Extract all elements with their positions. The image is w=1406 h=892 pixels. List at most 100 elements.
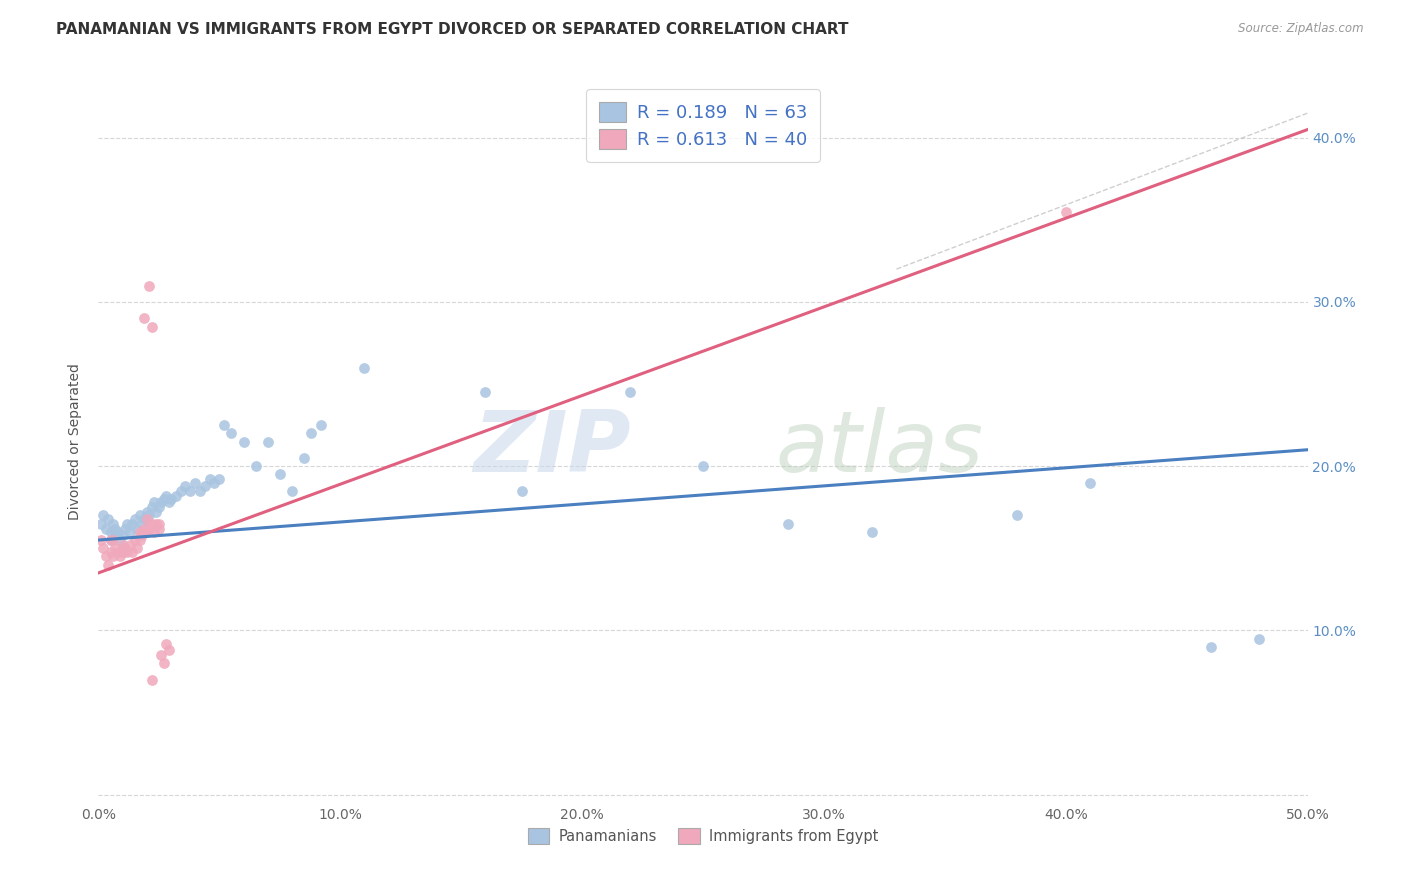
Y-axis label: Divorced or Separated: Divorced or Separated: [69, 363, 83, 520]
Point: [776, 516, 799, 531]
Point: [101, 533, 124, 547]
Point: [124, 512, 146, 526]
Point: [143, 495, 166, 509]
Point: [165, 489, 187, 503]
Point: [94, 549, 117, 564]
Point: [124, 533, 146, 547]
Point: [90, 516, 112, 531]
Point: [184, 475, 207, 490]
Point: [860, 524, 883, 539]
Point: [145, 505, 167, 519]
Point: [131, 528, 153, 542]
Point: [148, 500, 170, 515]
Point: [114, 522, 136, 536]
Point: [150, 495, 173, 509]
Legend: Panamanians, Immigrants from Egypt: Panamanians, Immigrants from Egypt: [522, 822, 884, 850]
Point: [619, 385, 641, 400]
Point: [108, 533, 131, 547]
Point: [309, 418, 332, 433]
Point: [134, 522, 156, 536]
Point: [150, 648, 173, 662]
Point: [1199, 640, 1222, 654]
Point: [135, 524, 157, 539]
Point: [292, 450, 315, 465]
Point: [128, 508, 150, 523]
Point: [179, 483, 201, 498]
Point: [174, 479, 197, 493]
Point: [1078, 475, 1101, 490]
Point: [111, 538, 134, 552]
Point: [281, 483, 304, 498]
Point: [138, 278, 160, 293]
Point: [256, 434, 278, 449]
Point: [155, 636, 177, 650]
Point: [474, 385, 496, 400]
Point: [131, 516, 153, 531]
Point: [198, 472, 221, 486]
Point: [157, 495, 180, 509]
Point: [232, 434, 254, 449]
Point: [194, 479, 217, 493]
Point: [160, 491, 183, 506]
Point: [138, 508, 160, 523]
Point: [128, 524, 150, 539]
Point: [100, 533, 122, 547]
Point: [204, 475, 226, 490]
Point: [101, 516, 124, 531]
Point: [121, 544, 143, 558]
Point: [148, 522, 170, 536]
Point: [118, 538, 141, 552]
Point: [111, 528, 134, 542]
Point: [299, 426, 322, 441]
Point: [1249, 632, 1271, 646]
Text: atlas: atlas: [776, 408, 984, 491]
Point: [510, 483, 533, 498]
Text: PANAMANIAN VS IMMIGRANTS FROM EGYPT DIVORCED OR SEPARATED CORRELATION CHART: PANAMANIAN VS IMMIGRANTS FROM EGYPT DIVO…: [56, 22, 849, 37]
Point: [188, 483, 211, 498]
Point: [135, 505, 157, 519]
Point: [138, 522, 160, 536]
Point: [97, 558, 120, 572]
Point: [118, 524, 141, 539]
Point: [141, 319, 163, 334]
Point: [91, 541, 114, 556]
Point: [155, 489, 177, 503]
Point: [101, 549, 124, 564]
Point: [97, 512, 120, 526]
Point: [157, 643, 180, 657]
Point: [121, 516, 143, 531]
Point: [208, 472, 231, 486]
Point: [152, 657, 174, 671]
Point: [143, 524, 166, 539]
Point: [692, 459, 714, 474]
Point: [117, 544, 139, 558]
Point: [1007, 508, 1029, 523]
Point: [100, 533, 122, 547]
Point: [114, 541, 136, 556]
Point: [269, 467, 291, 482]
Point: [135, 512, 157, 526]
Point: [104, 541, 127, 556]
Point: [127, 541, 149, 556]
Point: [353, 360, 375, 375]
Point: [221, 426, 243, 441]
Point: [108, 549, 131, 564]
Point: [107, 544, 129, 558]
Point: [128, 533, 150, 547]
Point: [134, 311, 156, 326]
Text: Source: ZipAtlas.com: Source: ZipAtlas.com: [1239, 22, 1364, 36]
Point: [141, 500, 163, 515]
Point: [107, 524, 129, 539]
Point: [148, 516, 170, 531]
Point: [212, 418, 235, 433]
Point: [104, 528, 127, 542]
Point: [141, 516, 163, 531]
Point: [1054, 204, 1077, 219]
Point: [90, 533, 112, 547]
Point: [91, 508, 114, 523]
Point: [100, 544, 122, 558]
Point: [145, 516, 167, 531]
Point: [169, 483, 191, 498]
Point: [152, 491, 174, 506]
Point: [111, 544, 134, 558]
